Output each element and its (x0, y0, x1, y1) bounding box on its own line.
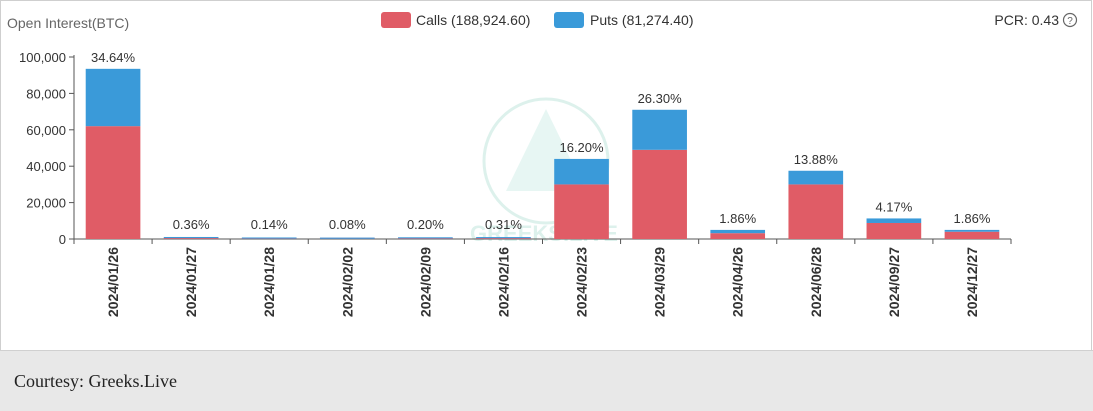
puts-bar-2024-01-28[interactable] (241, 237, 297, 239)
percent-label: 1.86% (719, 211, 756, 226)
y-axis-ticks: 0 20,000 40,000 60,000 80,000 100,000 (19, 50, 74, 247)
open-interest-chart: GREEKS.LIVE Open Interest(BTC) Calls (18… (7, 12, 1078, 317)
puts-bar-2024-09-27[interactable] (866, 218, 922, 223)
y-tick-label: 80,000 (26, 86, 66, 101)
x-tick-label: 2024/09/27 (886, 247, 902, 317)
percent-label: 0.36% (173, 217, 210, 232)
x-tick-label: 2024/06/28 (808, 247, 824, 317)
y-tick-label: 20,000 (26, 196, 66, 211)
y-tick-label: 100,000 (19, 50, 66, 65)
pcr-label: PCR: 0.43 (994, 12, 1059, 28)
calls-bar-2024-01-26[interactable] (85, 126, 141, 239)
calls-bar-2024-01-27[interactable] (163, 237, 219, 239)
x-tick-label: 2024/03/29 (652, 247, 668, 317)
percent-label: 34.64% (91, 50, 136, 65)
x-tick-label: 2024/02/09 (417, 247, 433, 317)
legend: Calls (188,924.60) Puts (81,274.40) (381, 12, 694, 28)
calls-bar-2024-12-27[interactable] (944, 231, 1000, 239)
puts-bar-2024-03-29[interactable] (632, 109, 687, 150)
puts-bar-2024-01-26[interactable] (85, 68, 141, 127)
y-tick-label: 40,000 (26, 159, 66, 174)
help-icon[interactable]: ? (1062, 12, 1078, 28)
puts-bar-2024-04-26[interactable] (710, 229, 766, 234)
calls-bar-2024-02-23[interactable] (554, 184, 609, 239)
puts-bar-2024-01-27[interactable] (163, 236, 219, 239)
calls-bar-2024-09-27[interactable] (866, 222, 922, 239)
puts-bar-2024-02-16[interactable] (476, 237, 531, 239)
percent-label: 0.14% (251, 217, 288, 232)
puts-bar-2024-02-09[interactable] (398, 237, 453, 239)
legend-label-puts[interactable]: Puts (81,274.40) (590, 12, 694, 28)
x-axis-labels: 2024/01/26 2024/01/27 2024/01/28 2024/02/02… (73, 239, 1012, 317)
puts-bar-2024-02-23[interactable] (554, 158, 609, 185)
chart-frame: GREEKS.LIVE Open Interest(BTC) Calls (18… (0, 0, 1092, 350)
puts-bar-2024-06-28[interactable] (788, 170, 844, 185)
puts-bar-2024-02-02[interactable] (319, 237, 375, 239)
bars (85, 68, 1000, 239)
caption-bar: Courtesy: Greeks.Live (0, 350, 1093, 411)
calls-bar-2024-03-29[interactable] (632, 149, 687, 239)
legend-label-calls[interactable]: Calls (188,924.60) (416, 12, 530, 28)
percent-label: 4.17% (875, 199, 912, 214)
percent-label: 13.88% (794, 152, 839, 167)
x-tick-label: 2024/01/28 (261, 247, 277, 317)
legend-swatch-calls[interactable] (381, 12, 411, 28)
x-tick-label: 2024/04/26 (730, 247, 746, 317)
calls-bar-2024-06-28[interactable] (788, 184, 844, 239)
svg-text:?: ? (1067, 16, 1073, 27)
percent-labels: 34.64% 0.36% 0.14% 0.08% 0.20% 0.31% 16.20% 26.… (91, 50, 991, 232)
puts-bar-2024-12-27[interactable] (944, 229, 1000, 232)
x-tick-label: 2024/02/02 (339, 247, 355, 317)
calls-bar-2024-04-26[interactable] (710, 233, 766, 239)
percent-label: 16.20% (559, 140, 604, 155)
percent-label: 0.20% (407, 217, 444, 232)
calls-bar-2024-02-16[interactable] (476, 237, 531, 239)
caption-text: Courtesy: Greeks.Live (14, 371, 177, 391)
x-tick-label: 2024/12/27 (964, 247, 980, 317)
x-tick-label: 2024/02/16 (495, 247, 511, 317)
percent-label: 0.08% (329, 217, 366, 232)
x-tick-label: 2024/01/27 (183, 247, 199, 317)
percent-label: 1.86% (954, 211, 991, 226)
x-tick-label: 2024/02/23 (574, 247, 590, 317)
legend-swatch-puts[interactable] (554, 12, 584, 28)
percent-label: 0.31% (485, 217, 522, 232)
chart-title: Open Interest(BTC) (7, 15, 129, 31)
x-tick-label: 2024/01/26 (105, 247, 121, 317)
y-tick-label: 60,000 (26, 123, 66, 138)
percent-label: 26.30% (638, 91, 683, 106)
y-tick-label: 0 (59, 232, 66, 247)
